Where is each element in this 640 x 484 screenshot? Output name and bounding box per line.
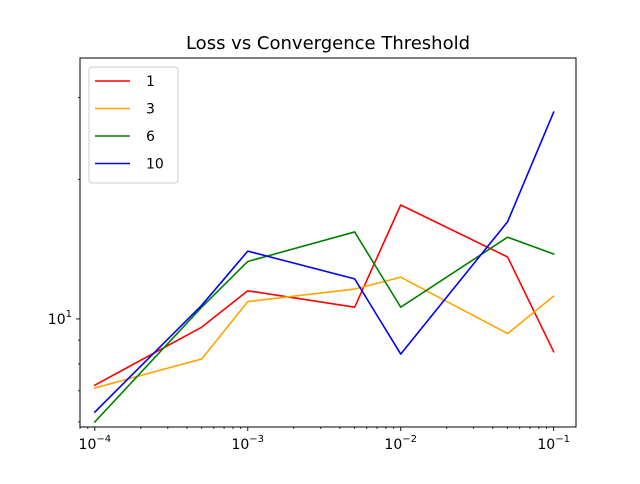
- series-line-1: [93, 204, 555, 387]
- x-axis-ticks: 10−4 10−3 10−2 10−1: [79, 427, 570, 453]
- legend-label-3: 3: [146, 102, 155, 118]
- legend-label-6: 6: [146, 129, 155, 145]
- legend-frame: [88, 66, 179, 184]
- legend-label-1: 1: [146, 74, 155, 90]
- plot-area-frame: [79, 57, 577, 428]
- series-line-6: [93, 231, 555, 424]
- legend-label-10: 10: [146, 157, 164, 173]
- x-tick-label: 10−4: [79, 434, 112, 453]
- x-tick-label: 10−3: [231, 434, 264, 453]
- series-line-10: [93, 111, 555, 414]
- plot-lines: [93, 111, 555, 424]
- y-tick-label: 101: [48, 309, 72, 328]
- chart-legend: 1 3 6 10: [88, 66, 179, 184]
- x-tick-label: 10−2: [384, 434, 417, 453]
- chart-title: Loss vs Convergence Threshold: [186, 33, 470, 54]
- x-tick-label: 10−1: [537, 434, 570, 453]
- series-line-3: [93, 276, 555, 389]
- y-axis-ticks: 101: [48, 97, 80, 423]
